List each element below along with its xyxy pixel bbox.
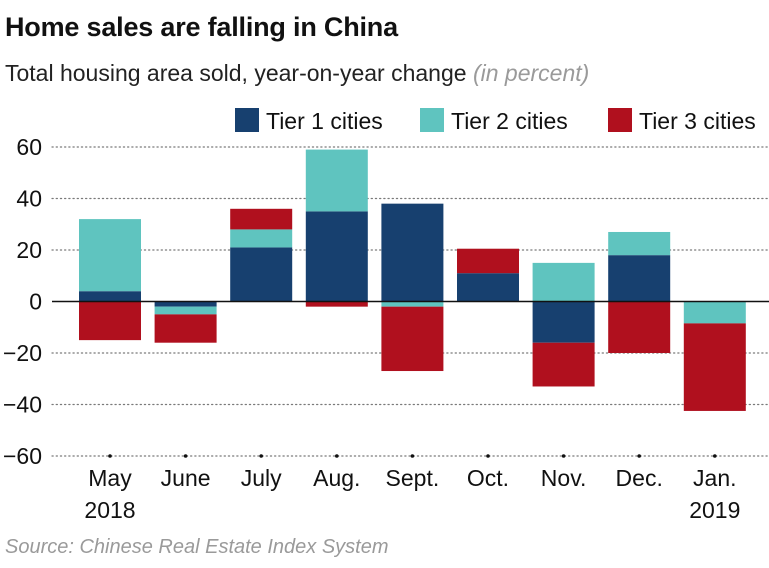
y-tick-label: 20 [16,237,42,263]
bar-segment [305,149,368,212]
y-tick-label: 40 [16,186,42,212]
x-tick-label: July [241,465,282,491]
y-tick-label: −60 [3,443,42,469]
bar-segment [381,306,444,372]
x-tick-mark [486,454,490,458]
legend-swatch [235,108,259,132]
bar-segment [608,231,671,256]
x-tick-mark [259,454,264,458]
bar-segment [79,291,141,302]
bar-segment [532,342,595,387]
y-axis: 60 40 20 0 −20 −40 −60 [3,134,42,469]
unit-label: (in percent) [472,60,590,86]
chart-subtitle: Total housing area sold, year-on-year ch… [5,60,589,87]
x-tick-label: May [88,465,132,491]
x-tick-label: Dec. [616,465,663,491]
y-tick-label: −40 [3,392,42,418]
bar-segment [230,229,293,248]
bar-segment [532,262,595,302]
x-tick-mark [410,454,415,458]
bar-segment [230,208,293,230]
x-tick-mark [713,454,717,458]
bar-segment [381,203,444,302]
bar-segment [79,219,141,292]
x-tick-mark [108,454,112,458]
legend-swatch [608,108,632,132]
legend: Tier 1 cities Tier 2 cities Tier 3 cities [235,108,756,134]
bar-segment [683,323,746,411]
x-tick-label: 2018 [84,497,135,523]
bars [79,149,746,411]
bar-segment [305,301,368,307]
source-note: Source: Chinese Real Estate Index System [5,536,389,558]
bar-segment [457,273,519,302]
x-tick-label: June [161,465,211,491]
y-tick-label: 0 [29,289,42,315]
bar-segment [683,301,746,324]
y-tick-label: −20 [3,340,42,366]
legend-label: Tier 3 cities [639,108,756,134]
x-axis: May 2018 June July Aug. Sept. Oct. Nov. Dec. Jan.… [84,454,740,523]
x-tick-mark [637,454,641,458]
y-tick-label: 60 [16,134,42,160]
x-tick-label: 2019 [689,497,740,523]
bar-segment [381,301,444,307]
x-tick-label: Aug. [313,465,360,491]
legend-label: Tier 2 cities [451,108,568,134]
bar-segment [154,314,217,343]
x-tick-mark [183,454,188,458]
bar-segment [154,306,217,315]
x-tick-label: Nov. [541,465,587,491]
x-tick-label: Sept. [386,465,440,491]
subtitle-text: Total housing area sold, year-on-year ch… [5,60,467,86]
bar-segment [532,301,595,343]
chart-title: Home sales are falling in China [5,12,398,42]
bar-segment [305,211,368,302]
legend-label: Tier 1 cities [266,108,383,134]
x-tick-label: Oct. [467,465,509,491]
bar-segment [608,255,671,302]
legend-swatch [420,108,444,132]
bar-segment [608,301,671,353]
x-tick-label: Jan. [693,465,736,491]
x-tick-mark [335,454,339,458]
bar-segment [230,247,293,302]
bar-segment [457,248,519,274]
bar-segment [154,301,217,307]
x-tick-mark [561,454,566,458]
bar-segment [79,301,141,341]
